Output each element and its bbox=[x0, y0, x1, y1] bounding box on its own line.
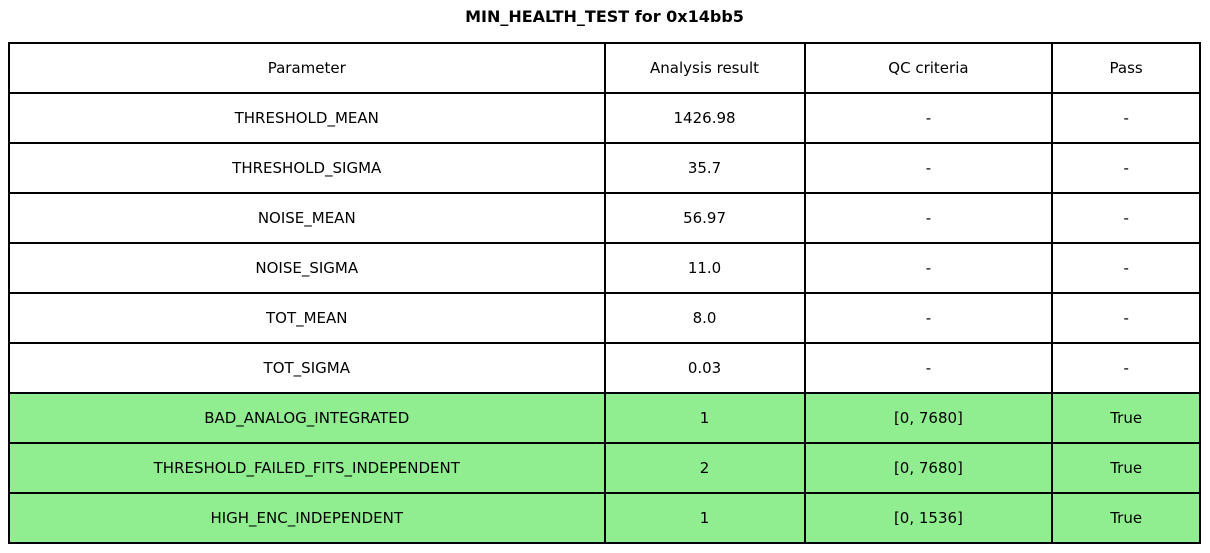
table-row: TOT_MEAN 8.0 - - bbox=[8, 292, 1201, 344]
table-row: THRESHOLD_SIGMA 35.7 - - bbox=[8, 142, 1201, 194]
cell-pass: - bbox=[1051, 142, 1201, 194]
cell-analysis-result: 1 bbox=[603, 492, 806, 544]
cell-pass: True bbox=[1051, 392, 1201, 444]
cell-parameter: HIGH_ENC_INDEPENDENT bbox=[8, 492, 606, 544]
cell-qc-criteria: - bbox=[803, 342, 1054, 394]
column-header-qc-criteria: QC criteria bbox=[803, 42, 1054, 94]
cell-analysis-result: 11.0 bbox=[603, 242, 806, 294]
cell-qc-criteria: [0, 7680] bbox=[803, 392, 1054, 444]
cell-parameter: THRESHOLD_FAILED_FITS_INDEPENDENT bbox=[8, 442, 606, 494]
cell-qc-criteria: [0, 7680] bbox=[803, 442, 1054, 494]
cell-pass: True bbox=[1051, 492, 1201, 544]
health-test-table: Parameter Analysis result QC criteria Pa… bbox=[8, 42, 1201, 544]
cell-analysis-result: 56.97 bbox=[603, 192, 806, 244]
column-header-parameter: Parameter bbox=[8, 42, 606, 94]
cell-qc-criteria: - bbox=[803, 92, 1054, 144]
cell-parameter: NOISE_MEAN bbox=[8, 192, 606, 244]
header-row: Parameter Analysis result QC criteria Pa… bbox=[8, 42, 1201, 94]
figure-title: MIN_HEALTH_TEST for 0x14bb5 bbox=[465, 7, 744, 26]
cell-analysis-result: 8.0 bbox=[603, 292, 806, 344]
cell-analysis-result: 1426.98 bbox=[603, 92, 806, 144]
cell-qc-criteria: - bbox=[803, 192, 1054, 244]
cell-parameter: BAD_ANALOG_INTEGRATED bbox=[8, 392, 606, 444]
cell-analysis-result: 2 bbox=[603, 442, 806, 494]
cell-pass: - bbox=[1051, 92, 1201, 144]
table-row: BAD_ANALOG_INTEGRATED 1 [0, 7680] True bbox=[8, 392, 1201, 444]
table-row: TOT_SIGMA 0.03 - - bbox=[8, 342, 1201, 394]
cell-parameter: THRESHOLD_MEAN bbox=[8, 92, 606, 144]
cell-analysis-result: 1 bbox=[603, 392, 806, 444]
cell-qc-criteria: - bbox=[803, 292, 1054, 344]
cell-pass: - bbox=[1051, 342, 1201, 394]
cell-parameter: TOT_MEAN bbox=[8, 292, 606, 344]
cell-qc-criteria: [0, 1536] bbox=[803, 492, 1054, 544]
table-row: NOISE_MEAN 56.97 - - bbox=[8, 192, 1201, 244]
cell-qc-criteria: - bbox=[803, 242, 1054, 294]
cell-pass: - bbox=[1051, 192, 1201, 244]
table-row: THRESHOLD_FAILED_FITS_INDEPENDENT 2 [0, … bbox=[8, 442, 1201, 494]
table-row: HIGH_ENC_INDEPENDENT 1 [0, 1536] True bbox=[8, 492, 1201, 544]
cell-pass: - bbox=[1051, 292, 1201, 344]
column-header-pass: Pass bbox=[1051, 42, 1201, 94]
cell-analysis-result: 0.03 bbox=[603, 342, 806, 394]
cell-qc-criteria: - bbox=[803, 142, 1054, 194]
cell-analysis-result: 35.7 bbox=[603, 142, 806, 194]
table-row: THRESHOLD_MEAN 1426.98 - - bbox=[8, 92, 1201, 144]
cell-parameter: TOT_SIGMA bbox=[8, 342, 606, 394]
column-header-analysis-result: Analysis result bbox=[603, 42, 806, 94]
cell-pass: True bbox=[1051, 442, 1201, 494]
cell-pass: - bbox=[1051, 242, 1201, 294]
cell-parameter: THRESHOLD_SIGMA bbox=[8, 142, 606, 194]
cell-parameter: NOISE_SIGMA bbox=[8, 242, 606, 294]
table-row: NOISE_SIGMA 11.0 - - bbox=[8, 242, 1201, 294]
